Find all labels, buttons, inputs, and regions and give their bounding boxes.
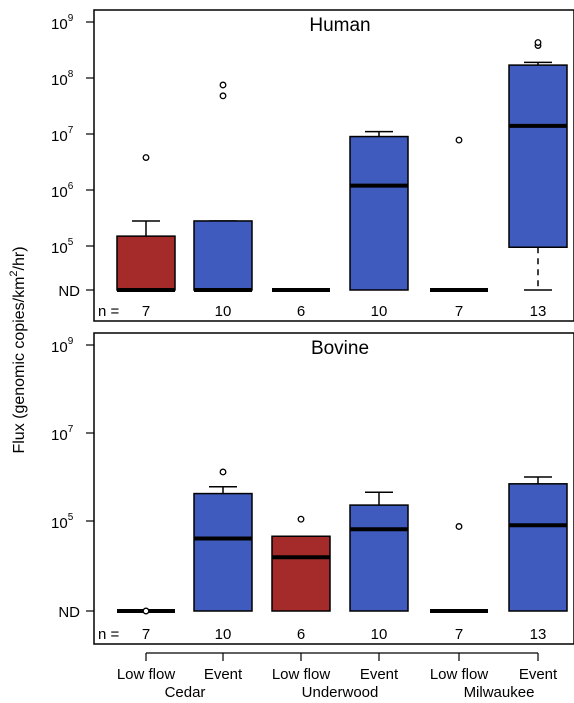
- y-tick-label: 109: [51, 13, 74, 33]
- y-tick-label: ND: [58, 283, 80, 300]
- bovine-panel-title: Bovine: [311, 338, 369, 359]
- n-count-label: 10: [215, 303, 232, 320]
- y-axis-ticks: [86, 21, 94, 612]
- x-label-condition: Low flow: [117, 666, 176, 683]
- outlier-point: [534, 39, 542, 46]
- y-tick-label: 108: [51, 69, 74, 89]
- box: [271, 535, 331, 612]
- y-tick-label: ND: [58, 604, 80, 621]
- outlier-point: [455, 136, 463, 144]
- box: [193, 220, 253, 291]
- bovine-n-prefix: n =: [98, 626, 120, 643]
- box: [193, 492, 253, 612]
- outlier-point: [297, 515, 305, 523]
- n-count-label: 10: [371, 303, 388, 320]
- n-count-label: 13: [530, 626, 547, 643]
- x-label-condition: Event: [204, 666, 243, 683]
- y-tick-label: 105: [51, 512, 74, 532]
- box: [349, 135, 409, 291]
- human-panel-title: Human: [309, 15, 370, 36]
- y-axis-label: Flux (genomic copies/km2/hr): [8, 246, 28, 453]
- box: [508, 64, 568, 248]
- human-y-tick-labels: ND 105 106 107 108 109: [51, 13, 80, 300]
- human-n-prefix: n =: [98, 303, 120, 320]
- n-count-label: 6: [297, 626, 305, 643]
- bovine-boxes: 7 10 6 10 7 13: [117, 468, 568, 643]
- x-label-condition: Event: [519, 666, 558, 683]
- y-tick-label: 106: [51, 181, 74, 201]
- n-count-label: 7: [455, 626, 463, 643]
- y-tick-label: 109: [51, 336, 74, 356]
- outlier-point: [219, 92, 227, 100]
- outlier-point: [142, 607, 150, 615]
- x-axis-labels: Low flow Event Low flow Event Low flow E…: [117, 666, 558, 701]
- box: [508, 483, 568, 612]
- x-axis: [145, 652, 539, 661]
- outlier-point: [219, 468, 227, 476]
- human-panel-frame: [93, 9, 574, 322]
- outlier-point: [142, 154, 150, 161]
- x-label-site: Underwood: [302, 684, 379, 701]
- y-tick-label: 107: [51, 125, 74, 145]
- bovine-y-tick-labels: ND 105 107 109: [51, 336, 80, 621]
- x-label-site: Cedar: [165, 684, 206, 701]
- y-tick-label: 107: [51, 424, 74, 444]
- bovine-panel-frame: [93, 332, 574, 645]
- box: [349, 504, 409, 612]
- outlier-point: [455, 523, 463, 530]
- x-label-condition: Low flow: [272, 666, 331, 683]
- box: [116, 235, 176, 291]
- n-count-label: 6: [297, 303, 305, 320]
- y-tick-label: 105: [51, 237, 74, 257]
- n-count-label: 13: [530, 303, 547, 320]
- human-boxes: 7 10 6 10 7 13: [116, 39, 568, 320]
- n-count-label: 7: [142, 626, 150, 643]
- x-label-condition: Low flow: [430, 666, 489, 683]
- n-count-label: 10: [371, 626, 388, 643]
- n-count-label: 7: [142, 303, 150, 320]
- x-label-condition: Event: [360, 666, 399, 683]
- x-label-site: Milwaukee: [464, 684, 535, 701]
- n-count-label: 10: [215, 626, 232, 643]
- outlier-point: [219, 81, 227, 89]
- n-count-label: 7: [455, 303, 463, 320]
